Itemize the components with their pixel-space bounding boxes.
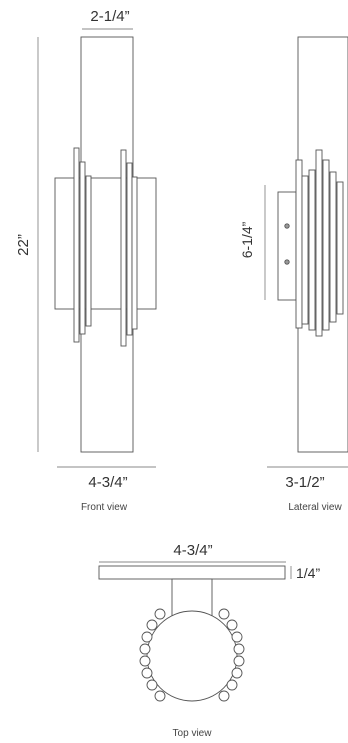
lateral-screw-2 bbox=[284, 259, 290, 265]
top-bead bbox=[139, 655, 151, 667]
top-bead bbox=[218, 690, 230, 702]
top-bead bbox=[141, 631, 153, 643]
top-thickness-dimension: 1/4” bbox=[296, 565, 320, 581]
front-left-strip-2 bbox=[79, 161, 86, 335]
front-right-strip-1 bbox=[120, 149, 127, 347]
lateral-view-caption: Lateral view bbox=[288, 502, 342, 513]
top-bead bbox=[226, 619, 238, 631]
top-width-dimension: 4-3/4” bbox=[173, 542, 212, 559]
top-bead bbox=[146, 619, 158, 631]
lateral-screw-1 bbox=[284, 223, 290, 229]
lateral-strip-2 bbox=[301, 175, 309, 325]
front-right-strip-2 bbox=[126, 162, 133, 336]
top-bead bbox=[233, 643, 245, 655]
top-view-drawing bbox=[98, 561, 292, 702]
front-view-drawing bbox=[37, 28, 157, 468]
top-bead bbox=[231, 631, 243, 643]
lateral-mount-plate bbox=[277, 191, 297, 301]
top-bead bbox=[218, 608, 230, 620]
top-view-caption: Top view bbox=[173, 728, 213, 739]
top-bead bbox=[146, 679, 158, 691]
top-wall-plate bbox=[98, 565, 286, 580]
top-bead bbox=[154, 690, 166, 702]
front-backplate bbox=[54, 177, 157, 310]
lateral-strip-6 bbox=[329, 171, 337, 323]
top-bead bbox=[231, 667, 243, 679]
front-left-strip-3 bbox=[85, 175, 92, 327]
lateral-mount-dimension: 6-1/4” bbox=[239, 221, 255, 258]
top-bead bbox=[233, 655, 245, 667]
lateral-depth-dimension: 3-1/2” bbox=[285, 474, 324, 491]
lateral-strip-1 bbox=[295, 159, 303, 329]
lateral-strip-5 bbox=[322, 159, 330, 331]
lateral-strip-3 bbox=[308, 169, 316, 331]
front-bottom-dimension: 4-3/4” bbox=[88, 474, 127, 491]
lateral-strip-7 bbox=[336, 181, 344, 315]
top-globe bbox=[146, 610, 238, 702]
top-bead bbox=[139, 643, 151, 655]
front-view-caption: Front view bbox=[81, 502, 128, 513]
lateral-strip-4 bbox=[315, 149, 323, 337]
front-left-strip-1 bbox=[73, 147, 80, 343]
lateral-view-drawing bbox=[264, 36, 348, 468]
top-bead bbox=[226, 679, 238, 691]
front-height-dimension: 22” bbox=[15, 234, 32, 256]
top-bead bbox=[154, 608, 166, 620]
top-bead bbox=[141, 667, 153, 679]
front-right-strip-3 bbox=[131, 176, 138, 330]
front-top-dimension: 2-1/4” bbox=[90, 8, 129, 25]
